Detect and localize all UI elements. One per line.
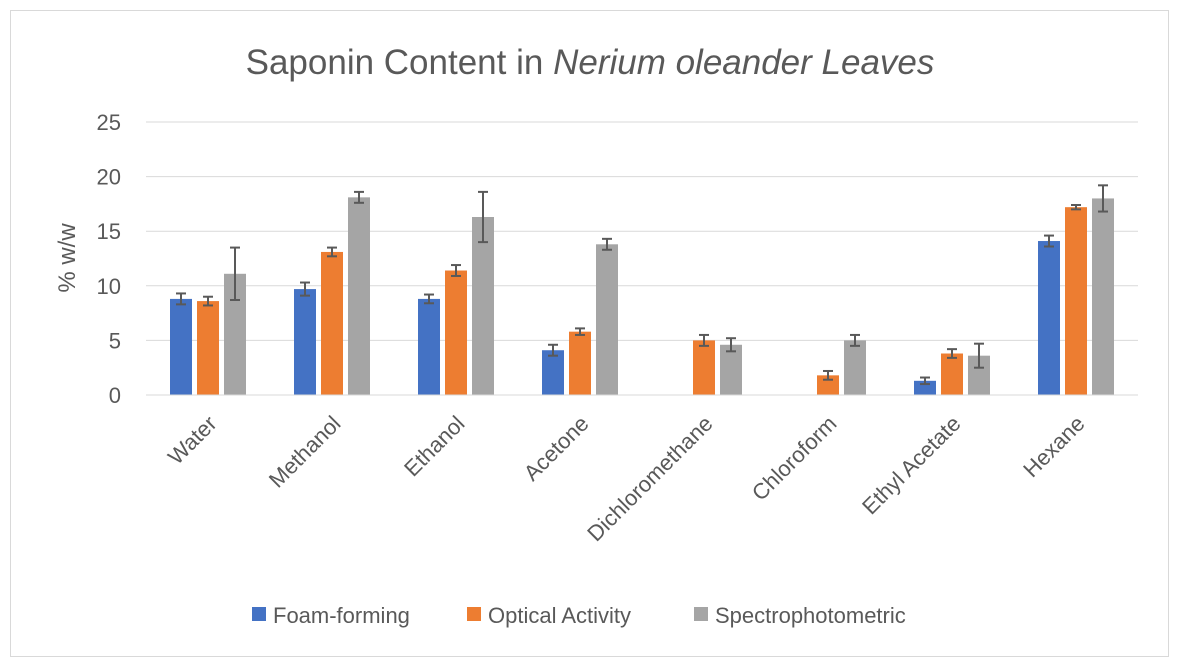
x-tick-label: Acetone — [519, 411, 594, 486]
x-tick-label: Hexane — [1018, 411, 1089, 482]
bar — [1065, 207, 1087, 395]
legend: Foam-forming Optical Activity Spectrophoto… — [252, 603, 906, 628]
error-bar — [548, 343, 558, 357]
y-tick-label: 25 — [97, 110, 121, 135]
bar — [445, 270, 467, 395]
bar — [472, 217, 494, 395]
chart-title-italic: Nerium oleander Leaves — [553, 43, 934, 82]
legend-label: Foam-forming — [273, 603, 410, 628]
error-bar — [203, 295, 213, 307]
legend-swatch — [252, 607, 266, 621]
error-bar — [1098, 184, 1108, 213]
error-bar — [850, 333, 860, 347]
bars — [170, 197, 1114, 395]
bar — [844, 340, 866, 395]
bar — [817, 375, 839, 395]
legend-swatch — [694, 607, 708, 621]
error-bar — [1071, 203, 1081, 211]
x-tick-label: Methanol — [264, 411, 346, 493]
bar — [418, 298, 440, 395]
bar — [596, 244, 618, 395]
y-axis-ticks: 0 5 10 15 20 25 — [97, 110, 121, 408]
bar — [914, 380, 936, 395]
error-bar — [424, 293, 434, 305]
y-tick-label: 0 — [109, 383, 121, 408]
legend-item: Foam-forming — [252, 603, 410, 628]
x-tick-label: Ethanol — [399, 411, 469, 481]
error-bar — [947, 348, 957, 359]
error-bar — [354, 190, 364, 204]
error-bar — [478, 190, 488, 244]
chart-title: Saponin Content in Nerium oleander Leave… — [246, 43, 935, 82]
bar — [693, 340, 715, 395]
error-bar — [1044, 234, 1054, 248]
legend-item: Optical Activity — [467, 603, 631, 628]
legend-swatch — [467, 607, 481, 621]
error-bars — [176, 184, 1108, 386]
x-axis-ticks: Water Methanol Ethanol AcetoneDichlorometha… — [163, 411, 1090, 546]
error-bar — [974, 342, 984, 369]
bar — [224, 273, 246, 395]
x-tick-label: Chloroform — [747, 411, 842, 506]
error-bar — [699, 333, 709, 347]
error-bar — [327, 246, 337, 258]
x-tick-label: Water — [163, 411, 222, 470]
error-bar — [920, 376, 930, 386]
y-tick-label: 20 — [97, 165, 121, 190]
y-axis-label: % w/w — [54, 223, 81, 293]
x-tick-label: Ethyl Acetate — [857, 411, 965, 519]
bar — [720, 344, 742, 395]
bar — [1038, 241, 1060, 395]
legend-item: Spectrophotometric — [694, 603, 906, 628]
bar — [968, 355, 990, 395]
y-tick-label: 5 — [109, 328, 121, 353]
error-bar — [451, 264, 461, 277]
bar — [941, 353, 963, 395]
legend-label: Optical Activity — [488, 603, 631, 628]
y-tick-label: 10 — [97, 274, 121, 299]
bar — [197, 301, 219, 395]
error-bar — [176, 292, 186, 306]
y-tick-label: 15 — [97, 219, 121, 244]
bar — [170, 298, 192, 395]
bar — [569, 331, 591, 395]
error-bar — [575, 327, 585, 336]
x-tick-label: Dichloromethane — [582, 411, 717, 546]
error-bar — [300, 281, 310, 297]
bar — [348, 197, 370, 395]
error-bar — [602, 237, 612, 251]
bar — [542, 350, 564, 395]
bar — [321, 251, 343, 395]
error-bar — [823, 369, 833, 381]
bar — [1092, 198, 1114, 395]
chart-title-main: Saponin Content in — [246, 43, 553, 82]
legend-label: Spectrophotometric — [715, 603, 906, 628]
error-bar — [230, 246, 240, 301]
error-bar — [726, 337, 736, 353]
bar — [294, 289, 316, 395]
